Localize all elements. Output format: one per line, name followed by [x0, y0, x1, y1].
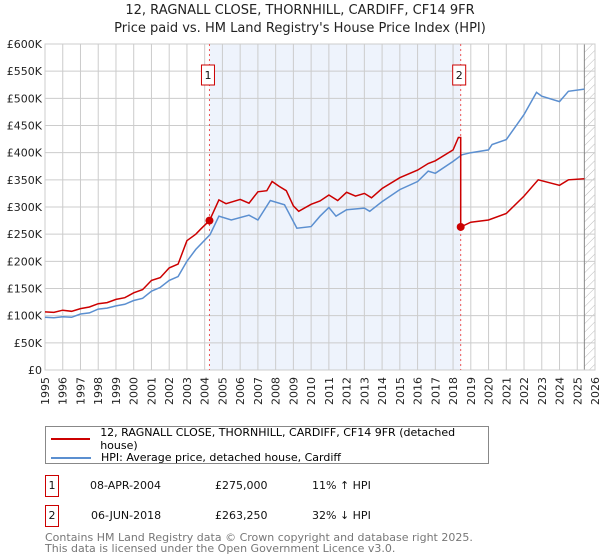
x-tick-label: 2016	[412, 377, 425, 405]
x-tick-label: 2007	[252, 377, 265, 405]
x-tick-label: 1998	[92, 377, 105, 405]
sale-point	[456, 222, 465, 231]
legend-swatch-blue	[51, 456, 91, 459]
sale-price: £275,000	[215, 479, 268, 492]
x-tick-label: 2024	[554, 377, 567, 405]
x-tick-label: 2008	[270, 377, 283, 405]
x-tick-label: 2003	[181, 377, 194, 405]
x-tick-label: 2011	[323, 377, 336, 405]
y-tick-label: £0	[28, 364, 42, 377]
sale-marker-badge: 1	[45, 475, 59, 497]
legend-item-property: 12, RAGNALL CLOSE, THORNHILL, CARDIFF, C…	[46, 426, 488, 452]
sale-date: 08-APR-2004	[90, 479, 162, 492]
x-tick-label: 2020	[483, 377, 496, 405]
sale-price: £263,250	[215, 509, 268, 522]
sale-row-1: 1 08-APR-2004 £275,000 11% ↑ HPI	[45, 475, 445, 497]
chart-subtitle: Price paid vs. HM Land Registry's House …	[114, 21, 486, 36]
x-tick-label: 1995	[39, 377, 52, 405]
y-tick-label: £550K	[7, 65, 43, 78]
x-tick-label: 2018	[447, 377, 460, 405]
sale-label: 1	[204, 69, 211, 82]
sale-row-2: 2 06-JUN-2018 £263,250 32% ↓ HPI	[45, 505, 445, 527]
sale-label-box	[452, 64, 467, 86]
y-tick-label: £500K	[7, 92, 43, 105]
chart-title: 12, RAGNALL CLOSE, THORNHILL, CARDIFF, C…	[125, 3, 475, 18]
sale-label-box	[200, 64, 215, 86]
x-tick-label: 2000	[128, 377, 141, 405]
y-tick-label: £450K	[7, 120, 43, 133]
x-tick-label: 2002	[163, 377, 176, 405]
x-tick-label: 2022	[518, 377, 531, 405]
y-tick-label: £250K	[7, 228, 43, 241]
plot-area: 1995 1996 1997 1998 1999 2000 2001 2002 2003 2004…	[7, 38, 600, 405]
x-tick-label: 2025	[571, 377, 584, 405]
x-tick-label: 2012	[341, 377, 354, 405]
legend: 12, RAGNALL CLOSE, THORNHILL, CARDIFF, C…	[45, 426, 489, 464]
sale-label: 2	[456, 69, 463, 82]
sale-marker-badge: 2	[45, 505, 59, 527]
y-tick-label: £600K	[7, 38, 43, 51]
plot-border	[44, 43, 596, 371]
x-tick-label: 1997	[74, 377, 87, 405]
hpi-line	[44, 88, 585, 319]
x-tick-label: 2009	[287, 377, 300, 405]
y-tick-label: £50K	[14, 337, 43, 350]
x-tick-label: 2021	[500, 377, 513, 405]
legend-label: HPI: Average price, detached house, Card…	[101, 451, 341, 464]
sale-hpi-diff: 11% ↑ HPI	[312, 479, 371, 492]
x-tick-label: 2001	[145, 377, 158, 405]
x-tick-label: 2017	[429, 377, 442, 405]
sale-date: 06-JUN-2018	[91, 509, 162, 522]
y-tick-label: £100K	[7, 310, 43, 323]
x-tick-label: 1996	[57, 377, 70, 405]
y-tick-label: £300K	[7, 201, 43, 214]
footer: Contains HM Land Registry data © Crown c…	[45, 532, 473, 554]
x-tick-label: 2013	[358, 377, 371, 405]
footer-line-1: Contains HM Land Registry data © Crown c…	[45, 531, 473, 544]
x-tick-label: 2019	[465, 377, 478, 405]
property-price-line	[44, 136, 585, 314]
footer-line-2: This data is licensed under the Open Gov…	[45, 542, 396, 555]
x-tick-label: 2005	[216, 377, 229, 405]
x-tick-label: 2015	[394, 377, 407, 405]
y-tick-label: £150K	[7, 283, 43, 296]
x-tick-label: 2010	[305, 377, 318, 405]
sale-hpi-diff: 32% ↓ HPI	[312, 509, 371, 522]
y-tick-label: £350K	[7, 174, 43, 187]
x-tick-label: 1999	[110, 377, 123, 405]
legend-label: 12, RAGNALL CLOSE, THORNHILL, CARDIFF, C…	[100, 425, 456, 452]
x-tick-label: 2023	[536, 377, 549, 405]
legend-swatch-red	[51, 437, 91, 440]
y-tick-label: £200K	[7, 255, 43, 268]
x-tick-label: 2006	[234, 377, 247, 405]
sale-point	[205, 216, 214, 225]
legend-item-hpi: HPI: Average price, detached house, Card…	[46, 448, 488, 467]
y-tick-label: £400K	[7, 147, 43, 160]
x-tick-label: 2014	[376, 377, 389, 405]
x-tick-label: 2026	[589, 377, 600, 405]
x-tick-label: 2004	[199, 377, 212, 405]
